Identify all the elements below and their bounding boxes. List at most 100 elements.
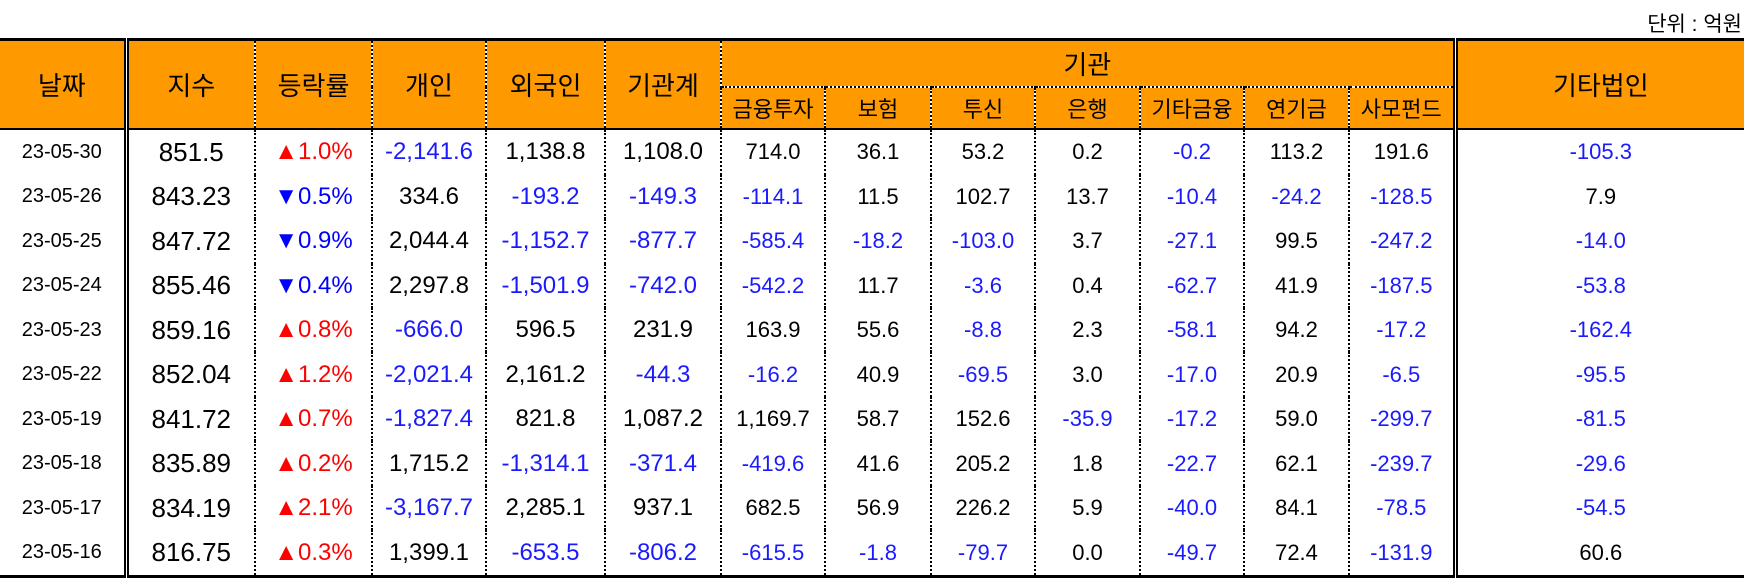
cell-date: 23-05-26 xyxy=(21,185,102,208)
table-row: 23-05-18 835.89 ▲0.2% 1,715.2 -1,314.1 -371.4… xyxy=(0,441,1745,486)
cell-change: ▲0.7% xyxy=(254,396,372,442)
cell-foreign: -1,501.9 xyxy=(485,263,605,308)
unit-label: 단위 : 억원 xyxy=(1647,13,1742,36)
cell-sub-1: 56.9 xyxy=(824,485,931,531)
cell-other-corporations: -53.8 xyxy=(1452,263,1745,308)
cell-foreign: 2,285.1 xyxy=(485,485,605,531)
cell-sub-5: 72.4 xyxy=(1243,530,1349,579)
cell-institution-total: -44.3 xyxy=(604,352,721,397)
cell-sub-3: 13.7 xyxy=(1034,174,1140,220)
cell-sub-4: -17.2 xyxy=(1139,396,1244,442)
investor-flow-table: 날짜 지수 등락률 개인 외국인 기관계 기관 기타법인 금융투자 보험 투신 은행 기… xyxy=(0,38,1745,579)
cell-other-corporations: 7.9 xyxy=(1452,174,1745,220)
cell-foreign: 596.5 xyxy=(485,307,605,353)
cell-sub-0: 714.0 xyxy=(720,129,825,175)
cell-sub-4: -22.7 xyxy=(1139,441,1244,486)
cell-sub-1: 41.6 xyxy=(824,441,931,486)
cell-individual: -666.0 xyxy=(371,307,486,353)
cell-change: ▲0.2% xyxy=(254,441,372,486)
cell-sub-2: 205.2 xyxy=(930,441,1035,486)
header-sub-4: 기타금융 xyxy=(1139,86,1244,130)
cell-sub-4: -58.1 xyxy=(1139,307,1244,353)
cell-index: 843.23 xyxy=(123,174,255,220)
cell-index: 841.72 xyxy=(123,396,255,442)
cell-index: 834.19 xyxy=(123,485,255,531)
cell-change: ▼0.4% xyxy=(254,263,372,308)
header-sub-6: 사모펀드 xyxy=(1347,86,1456,130)
cell-sub-6: -187.5 xyxy=(1347,263,1456,308)
cell-other-corporations: -81.5 xyxy=(1452,396,1745,442)
cell-date: 23-05-16 xyxy=(0,530,126,579)
cell-sub-1: 40.9 xyxy=(824,352,931,397)
cell-sub-1: 58.7 xyxy=(824,396,931,442)
cell-sub-4: -62.7 xyxy=(1139,263,1244,308)
cell-sub-2: -3.6 xyxy=(930,263,1035,308)
cell-sub-0: -114.1 xyxy=(720,174,825,220)
cell-sub-6: -299.7 xyxy=(1347,396,1456,442)
cell-sub-5: 84.1 xyxy=(1243,485,1349,531)
cell-sub-2: -79.7 xyxy=(930,530,1035,579)
cell-sub-3: 0.4 xyxy=(1034,263,1140,308)
cell-institution-total: -742.0 xyxy=(604,263,721,308)
cell-sub-3: 1.8 xyxy=(1034,441,1140,486)
cell-sub-1: 11.5 xyxy=(824,174,931,220)
cell-sub-2: 53.2 xyxy=(930,129,1035,175)
header-date: 날짜 xyxy=(0,38,126,130)
cell-other-corporations: -105.3 xyxy=(1452,129,1745,175)
cell-sub-0: -585.4 xyxy=(720,219,825,264)
cell-sub-4: -49.7 xyxy=(1139,530,1244,579)
cell-sub-0: 163.9 xyxy=(720,307,825,353)
cell-sub-0: -419.6 xyxy=(720,441,825,486)
cell-institution-total: -806.2 xyxy=(604,530,721,579)
cell-date: 23-05-18 xyxy=(21,452,102,475)
cell-change: ▲2.1% xyxy=(254,485,372,531)
cell-date: 23-05-25 xyxy=(21,229,102,252)
header-sub-1: 보험 xyxy=(824,86,931,130)
cell-institution-total: 1,108.0 xyxy=(604,129,721,175)
cell-sub-6: -247.2 xyxy=(1347,219,1456,264)
cell-sub-2: -69.5 xyxy=(930,352,1035,397)
cell-change: ▲0.8% xyxy=(254,307,372,353)
cell-individual: -1,827.4 xyxy=(371,396,486,442)
cell-index: 851.5 xyxy=(123,129,255,175)
header-sub-2: 투신 xyxy=(930,86,1035,130)
header-sub-0: 금융투자 xyxy=(720,86,825,130)
cell-index: 855.46 xyxy=(123,263,255,308)
cell-sub-5: 62.1 xyxy=(1243,441,1349,486)
cell-index: 859.16 xyxy=(123,307,255,353)
cell-sub-4: -0.2 xyxy=(1139,129,1244,175)
cell-sub-6: -239.7 xyxy=(1347,441,1456,486)
cell-institution-total: 937.1 xyxy=(604,485,721,531)
table-row: 23-05-25 847.72 ▼0.9% 2,044.4 -1,152.7 -877.7… xyxy=(0,219,1745,264)
cell-individual: -3,167.7 xyxy=(371,485,486,531)
cell-other-corporations: -54.5 xyxy=(1452,485,1745,531)
cell-sub-2: -103.0 xyxy=(930,219,1035,264)
cell-foreign: -1,314.1 xyxy=(485,441,605,486)
cell-other-corporations: -162.4 xyxy=(1452,307,1745,353)
table-body: 23-05-30 851.5 ▲1.0% -2,141.6 1,138.8 1,108.0… xyxy=(0,129,1745,579)
cell-date: 23-05-17 xyxy=(21,496,102,519)
cell-individual: 2,044.4 xyxy=(371,219,486,264)
header-foreign: 외국인 xyxy=(485,38,605,130)
cell-sub-5: 41.9 xyxy=(1243,263,1349,308)
cell-sub-5: 99.5 xyxy=(1243,219,1349,264)
cell-date: 23-05-22 xyxy=(21,363,102,386)
table-row: 23-05-23 859.16 ▲0.8% -666.0 596.5 231.9 163.9… xyxy=(0,307,1745,353)
cell-sub-2: -8.8 xyxy=(930,307,1035,353)
cell-foreign: 1,138.8 xyxy=(485,129,605,175)
cell-other-corporations: -29.6 xyxy=(1452,441,1745,486)
header-institution-group: 기관 xyxy=(719,38,1456,87)
cell-foreign: 821.8 xyxy=(485,396,605,442)
cell-sub-1: 55.6 xyxy=(824,307,931,353)
cell-sub-0: 1,169.7 xyxy=(720,396,825,442)
cell-institution-total: 231.9 xyxy=(604,307,721,353)
cell-sub-6: 191.6 xyxy=(1347,129,1456,175)
cell-change: ▲1.0% xyxy=(254,129,372,175)
cell-date: 23-05-24 xyxy=(21,274,102,297)
cell-sub-0: -615.5 xyxy=(720,530,825,579)
table-row: 23-05-17 834.19 ▲2.1% -3,167.7 2,285.1 937.1 6… xyxy=(0,485,1745,531)
cell-sub-5: 94.2 xyxy=(1243,307,1349,353)
cell-individual: 2,297.8 xyxy=(371,263,486,308)
header-sub-5: 연기금 xyxy=(1243,86,1349,130)
cell-sub-3: 3.0 xyxy=(1034,352,1140,397)
